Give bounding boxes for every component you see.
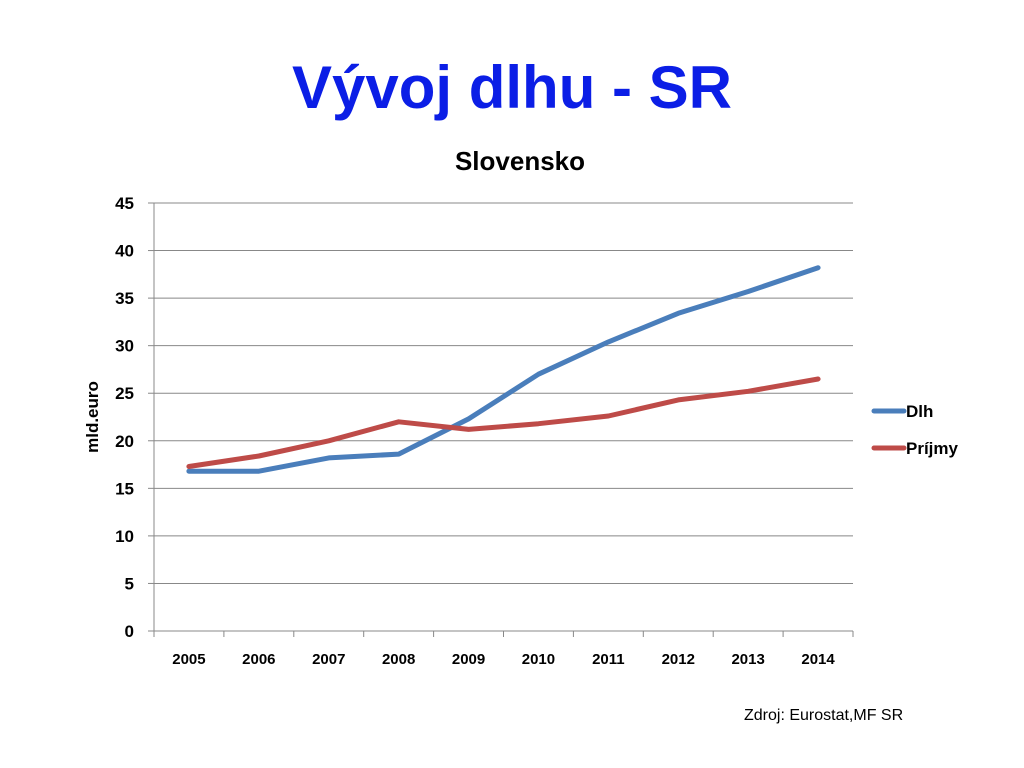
series-line-prijmy — [186, 376, 821, 469]
y-tick-label: 25 — [115, 384, 134, 403]
x-tick-label: 2005 — [172, 651, 205, 668]
legend-label-dlh: Dlh — [906, 402, 933, 421]
y-tick-label: 5 — [125, 574, 134, 593]
x-tick-label: 2013 — [731, 651, 764, 668]
y-tick-label: 0 — [125, 622, 134, 641]
y-tick-label: 40 — [115, 242, 134, 261]
x-tick-label: 2011 — [592, 651, 625, 668]
x-tick-label: 2008 — [382, 651, 415, 668]
y-tick-label: 20 — [115, 432, 134, 451]
legend-label-prijmy: Príjmy — [906, 439, 959, 458]
y-tick-label: 35 — [115, 289, 134, 308]
slide-title: Vývoj dlhu - SR — [291, 54, 733, 121]
y-tick-labels: 0 5 10 15 20 25 30 35 40 45 — [115, 194, 134, 641]
x-tick-label: 2010 — [522, 651, 555, 668]
chart-title: Slovensko — [455, 146, 585, 176]
axes — [148, 202, 854, 637]
series-line-dlh — [186, 265, 821, 474]
legend: Dlh Príjmy — [871, 402, 959, 458]
x-tick-labels: 2005 2006 2007 2008 2009 2010 2011 2012 2013 2014 — [172, 651, 835, 668]
y-tick-label: 30 — [115, 337, 134, 356]
y-axis-label: mld.euro — [83, 381, 102, 453]
y-tick-label: 10 — [115, 527, 134, 546]
series-lines — [186, 265, 821, 474]
grid-lines — [154, 202, 853, 584]
x-tick-label: 2009 — [452, 651, 485, 668]
x-tick-label: 2014 — [801, 651, 835, 668]
x-tick-label: 2007 — [312, 651, 345, 668]
x-tick-label: 2012 — [662, 651, 695, 668]
source-note: Zdroj: Eurostat,MF SR — [744, 707, 904, 724]
y-tick-label: 45 — [115, 194, 134, 213]
y-tick-label: 15 — [115, 479, 134, 498]
x-tick-label: 2006 — [242, 651, 275, 668]
